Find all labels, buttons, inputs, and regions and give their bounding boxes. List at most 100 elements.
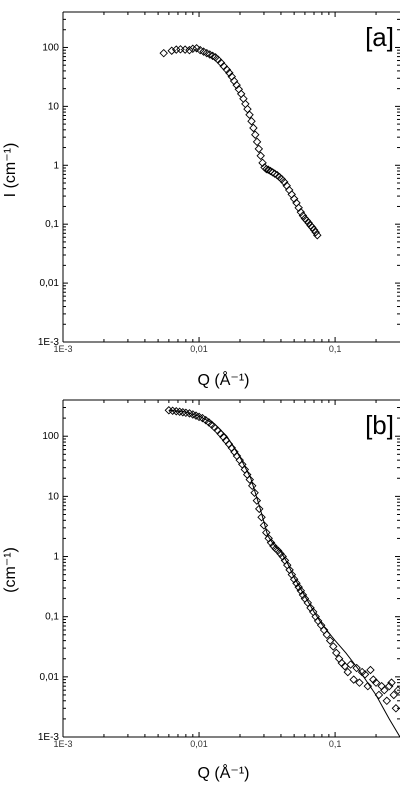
data-point: [254, 144, 264, 154]
data-point: [249, 123, 258, 133]
y-tick-label: 100: [42, 42, 59, 53]
y-tick-label: 10: [48, 491, 60, 502]
data-point: [168, 406, 177, 415]
x-axis-title: Q (Å⁻¹): [198, 763, 250, 782]
data-point: [292, 578, 301, 588]
data-point: [250, 488, 259, 497]
x-tick-label: 0,01: [190, 344, 208, 354]
data-point: [346, 660, 355, 669]
y-axis-title: (cm⁻¹): [2, 547, 19, 593]
data-point: [257, 512, 266, 522]
y-tick-label: 1E-3: [38, 337, 60, 348]
data-point: [287, 190, 296, 199]
data-point: [188, 44, 198, 54]
y-tick-label: 1: [53, 160, 59, 171]
data-point: [380, 685, 389, 695]
panel-label: [b]: [365, 410, 394, 440]
data-point: [181, 408, 191, 418]
data-point: [219, 432, 228, 442]
data-point: [245, 475, 255, 484]
data-point: [270, 169, 279, 178]
data-point: [247, 116, 256, 126]
data-point: [252, 496, 262, 505]
data-point: [264, 534, 273, 543]
data-point: [247, 481, 257, 491]
data-point: [255, 504, 264, 514]
x-tick-label: 0,1: [329, 344, 342, 354]
data-point: [389, 690, 399, 700]
data-point: [278, 552, 287, 561]
data-point: [355, 678, 364, 687]
data-point: [216, 58, 226, 67]
data-point: [349, 675, 358, 684]
x-tick-label: 1E-3: [53, 344, 72, 354]
data-point: [329, 642, 338, 651]
y-tick-label: 10: [48, 101, 60, 112]
data-point: [296, 207, 306, 217]
data-point: [266, 166, 275, 176]
y-tick-label: 0,01: [40, 278, 60, 289]
data-point: [221, 436, 231, 445]
data-point: [294, 582, 303, 592]
y-tick-label: 1: [53, 552, 59, 563]
data-point: [284, 185, 294, 195]
data-point: [366, 665, 375, 675]
data-point: [374, 690, 384, 700]
data-point: [308, 223, 317, 232]
data-point: [175, 407, 184, 416]
data-point: [185, 45, 194, 55]
data-point: [172, 407, 181, 416]
data-point: [289, 574, 299, 584]
data-point: [322, 630, 332, 640]
data-point: [236, 89, 246, 99]
data-point: [325, 636, 335, 645]
data-point: [332, 648, 341, 658]
x-tick-label: 1E-3: [53, 739, 72, 749]
data-point: [371, 678, 381, 687]
data-point: [258, 158, 267, 168]
data-point: [252, 137, 262, 147]
y-axis-title: I (cm⁻¹): [2, 143, 19, 198]
panel-label: [a]: [365, 22, 394, 52]
x-tick-label: 0,1: [329, 739, 342, 749]
chart-panel-b: 1E-3 0,01 0,1 1 10 100 1E-3 0,01 0,1 (cm⁻¹) Q (Å⁻¹…: [2, 399, 400, 782]
data-point: [391, 704, 400, 713]
data-point: [363, 681, 373, 691]
x-axis-title: Q (Å⁻¹): [198, 370, 250, 389]
data-point: [382, 696, 392, 706]
y-tick-label: 100: [42, 431, 59, 442]
data-point: [192, 44, 201, 53]
data-point: [309, 225, 319, 235]
data-point: [294, 203, 303, 213]
data-point: [289, 194, 299, 204]
data-point: [167, 46, 176, 55]
data-point: [304, 218, 313, 228]
data-point: [262, 528, 271, 537]
data-point: [387, 678, 396, 687]
y-tick-label: 0,1: [45, 219, 59, 230]
data-point: [232, 80, 241, 90]
data-point: [256, 151, 265, 161]
data-point: [280, 177, 289, 187]
data-point: [352, 663, 361, 673]
y-tick-label: 0,01: [40, 672, 60, 683]
data-point: [251, 130, 260, 139]
data-point: [313, 230, 322, 240]
data-point: [159, 48, 168, 58]
data-point: [343, 667, 353, 677]
data-point: [264, 165, 273, 174]
data-point: [235, 455, 244, 465]
data-point: [311, 228, 320, 237]
data-point: [262, 164, 271, 174]
data-point: [172, 45, 181, 54]
y-tick-label: 0,1: [45, 612, 59, 623]
x-tick-label: 0,01: [190, 739, 208, 749]
data-point: [384, 681, 394, 691]
y-tick-label: 1E-3: [38, 732, 60, 743]
data-point: [393, 685, 400, 695]
data-point: [259, 521, 269, 530]
data-point: [225, 68, 234, 78]
data-point: [298, 590, 308, 600]
data-point: [222, 65, 232, 74]
